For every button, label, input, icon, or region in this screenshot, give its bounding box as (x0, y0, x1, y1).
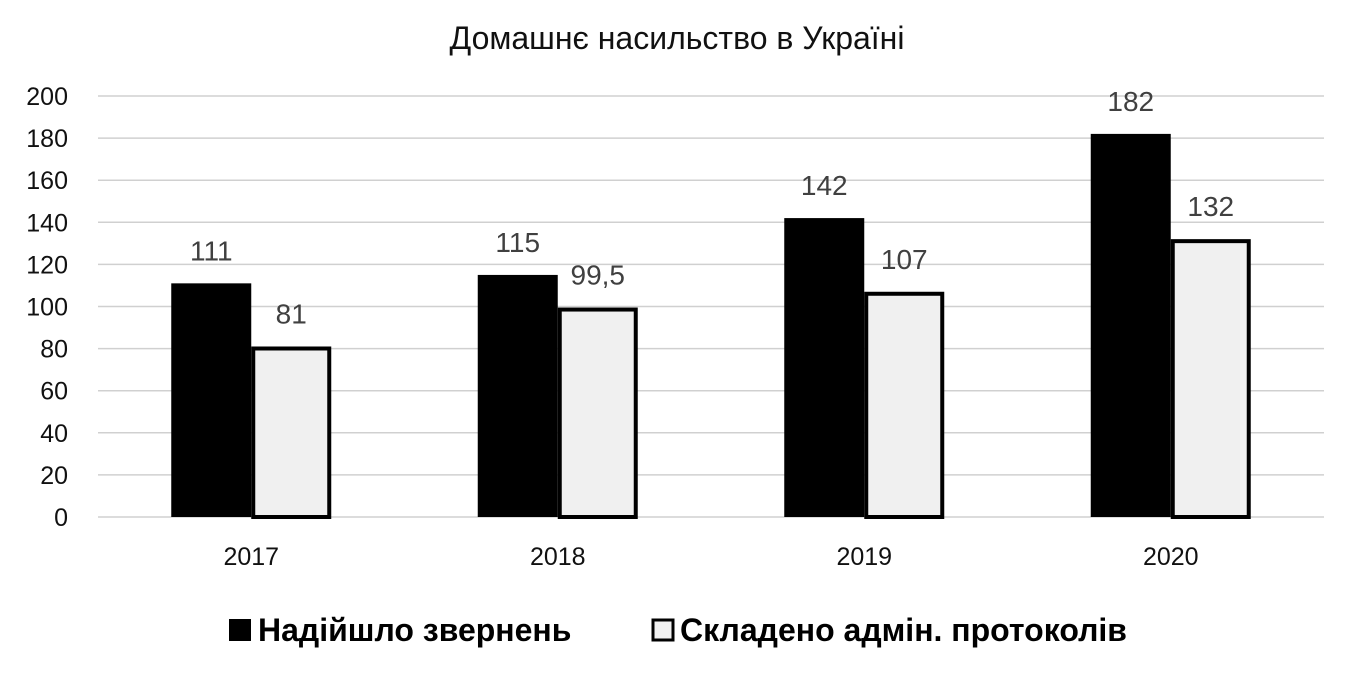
bar-series-1 (477, 274, 558, 517)
data-label: 182 (1107, 86, 1154, 117)
data-label: 81 (276, 298, 307, 329)
data-labels: 111 81 115 99,5 142 107 182 132 (190, 86, 1234, 330)
y-tick-label: 60 (40, 378, 68, 406)
bar-series-1 (784, 218, 865, 517)
legend: Надійшло звернень Складено адмін. проток… (229, 612, 1127, 648)
x-tick-label: 2018 (530, 543, 586, 571)
bar-series-2 (251, 346, 332, 519)
bar-series-1 (171, 283, 252, 517)
y-tick-label: 160 (26, 167, 68, 195)
bar-series-2 (864, 291, 945, 520)
data-label: 107 (881, 244, 928, 275)
y-tick-label: 80 (40, 336, 68, 364)
y-tick-label: 100 (26, 294, 68, 322)
legend-label-series-1: Надійшло звернень (258, 612, 571, 648)
x-tick-label: 2020 (1143, 543, 1199, 571)
legend-swatch-series-2 (651, 618, 675, 642)
data-label: 115 (495, 227, 540, 258)
bar-series-2 (557, 307, 638, 519)
y-tick-label: 0 (54, 504, 68, 532)
y-axis-ticks: 0 20 40 60 80 100 120 140 160 180 200 (26, 83, 68, 532)
bar-series-1 (1090, 133, 1171, 517)
x-axis-ticks: 2017 2018 2019 2020 (223, 543, 1198, 571)
data-label: 111 (190, 235, 233, 266)
data-label: 142 (801, 170, 848, 201)
x-tick-label: 2019 (836, 543, 892, 571)
y-tick-label: 200 (26, 83, 68, 111)
y-tick-label: 120 (26, 251, 68, 279)
y-tick-label: 20 (40, 462, 68, 490)
bar-series-2 (1170, 239, 1251, 519)
legend-label-series-2: Складено адмін. протоколів (680, 612, 1127, 648)
y-tick-label: 140 (26, 209, 68, 237)
data-label: 99,5 (571, 260, 626, 291)
data-label: 132 (1187, 191, 1234, 222)
bars (171, 133, 1251, 520)
x-tick-label: 2017 (223, 543, 279, 571)
legend-swatch-series-1 (229, 619, 251, 641)
y-tick-label: 180 (26, 125, 68, 153)
chart-title: Домашнє насильство в Україні (450, 20, 905, 56)
y-tick-label: 40 (40, 420, 68, 448)
